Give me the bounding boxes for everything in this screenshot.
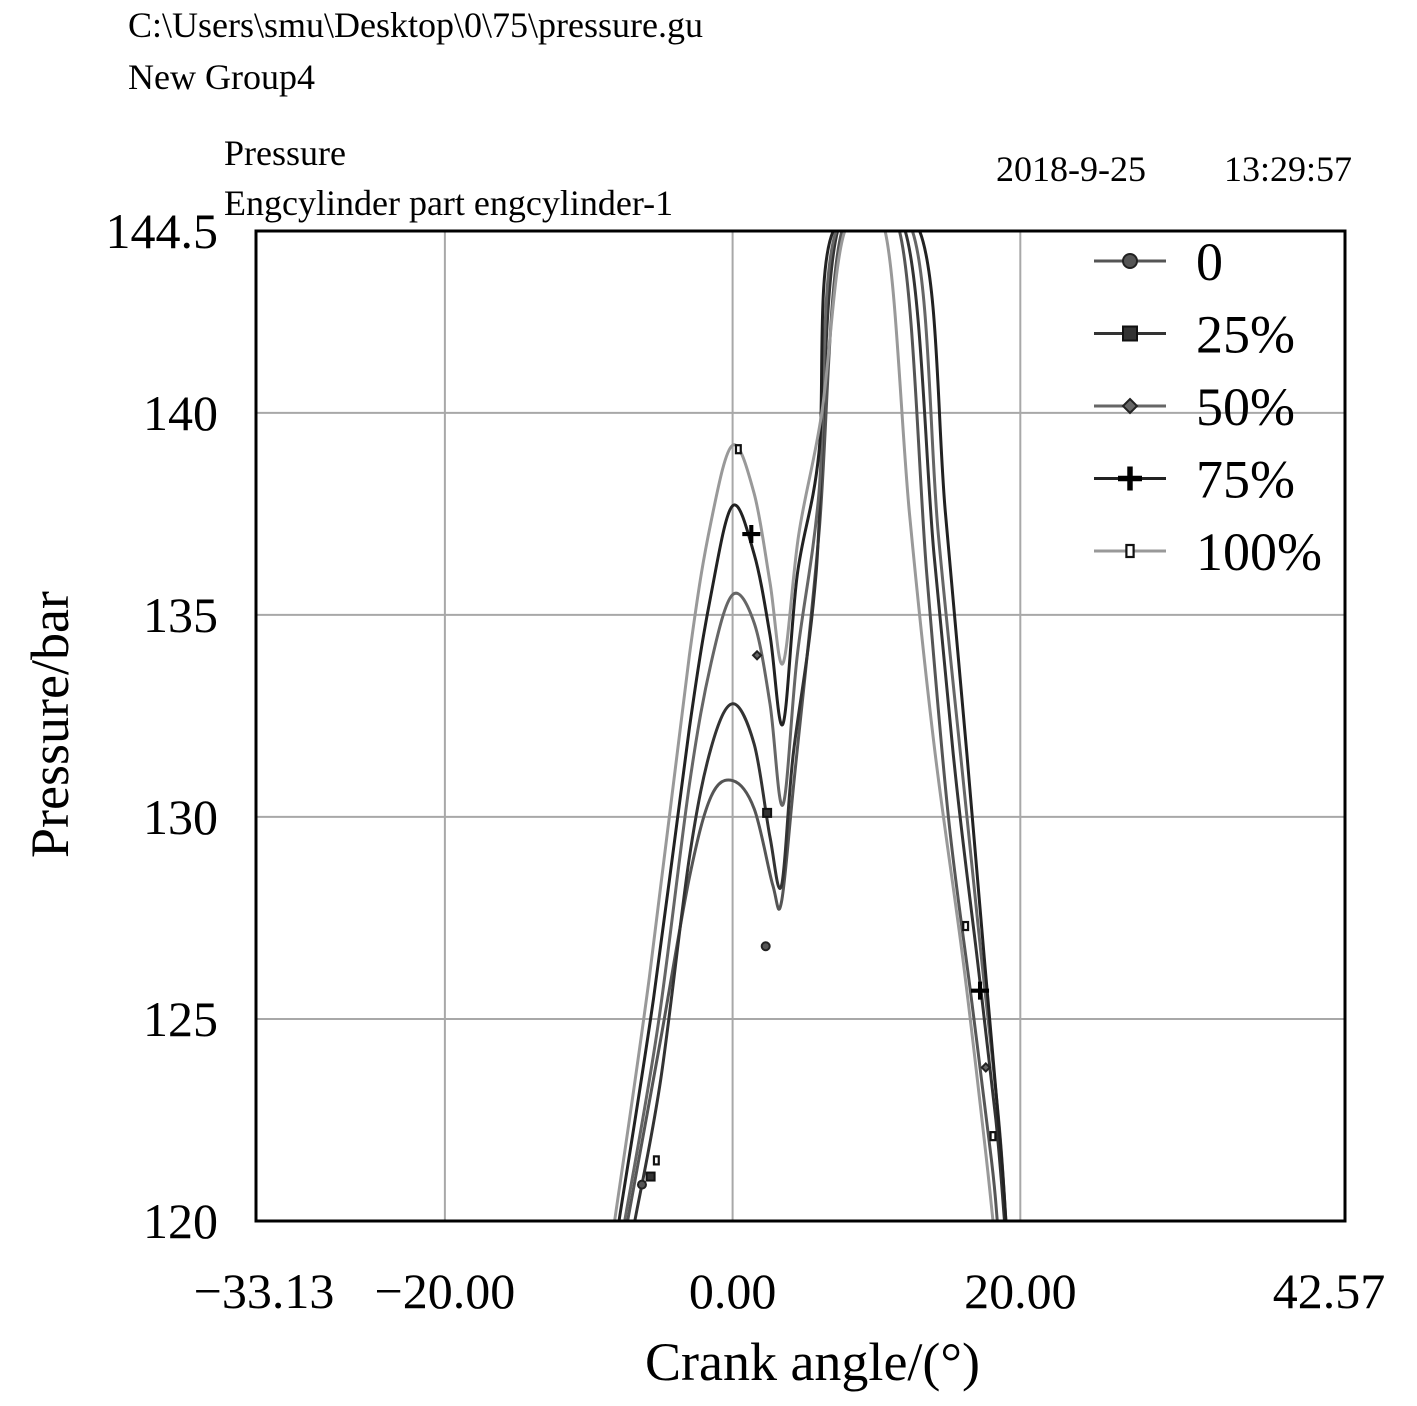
x-axis-label: Crank angle/(°) (645, 1332, 980, 1392)
y-tick-label: 125 (143, 991, 218, 1047)
y-tick-label: 140 (143, 385, 218, 441)
marker-layer (636, 444, 997, 1190)
x-tick-label: −33.13 (194, 1263, 335, 1319)
x-tick-labels: −33.13 −20.00 0.00 20.00 42.57 (194, 1263, 1386, 1319)
series-line (633, 231, 1006, 1221)
data-point-marker (645, 1171, 656, 1182)
legend-marker (1125, 543, 1135, 559)
data-point-marker (652, 1155, 660, 1166)
legend: 0 25% 50% 75% 100% (1094, 232, 1322, 582)
legend-label: 0 (1196, 232, 1223, 292)
legend-label: 75% (1196, 450, 1295, 510)
data-point-marker (751, 649, 763, 661)
group-name: New Group4 (128, 57, 315, 97)
legend-label: 25% (1196, 305, 1295, 365)
data-point-marker (962, 920, 970, 932)
y-axis-label: Pressure/bar (20, 591, 80, 858)
legend-marker (1121, 397, 1139, 415)
data-point-marker (734, 444, 742, 455)
series-line (613, 231, 995, 1221)
y-tick-label: 144.5 (106, 203, 219, 259)
data-point-marker (762, 807, 773, 818)
date-label: 2018-9-25 (996, 149, 1146, 189)
x-tick-label: −20.00 (375, 1263, 516, 1319)
data-point-marker (636, 1179, 647, 1190)
chart-title: Pressure (224, 133, 346, 173)
data-point-marker (760, 941, 771, 952)
time-label: 13:29:57 (1224, 149, 1353, 189)
y-tick-labels: 120 125 130 135 140 144.5 (106, 203, 219, 1249)
y-tick-label: 135 (143, 587, 218, 643)
plot-frame (254, 229, 1347, 1223)
file-path: C:\Users\smu\Desktop\0\75\pressure.gu (128, 5, 703, 45)
legend-marker (1122, 253, 1138, 269)
series-line (623, 231, 1008, 1221)
data-point-marker (971, 981, 990, 1000)
y-tick-label: 120 (143, 1193, 218, 1249)
data-point-marker (989, 1131, 997, 1142)
x-tick-label: 42.57 (1273, 1263, 1386, 1319)
series-line (617, 231, 1008, 1221)
legend-label: 50% (1196, 377, 1295, 437)
y-tick-label: 130 (143, 789, 218, 845)
x-tick-label: 0.00 (689, 1263, 777, 1319)
data-point-marker (980, 1062, 992, 1073)
legend-marker (1118, 466, 1142, 491)
chart-subtitle: Engcylinder part engcylinder-1 (224, 183, 674, 223)
x-tick-label: 20.00 (964, 1263, 1077, 1319)
grid (256, 231, 1345, 1221)
data-point-marker (742, 525, 761, 544)
legend-label: 100% (1196, 522, 1322, 582)
legend-marker (1122, 325, 1138, 342)
series-layer (613, 231, 1008, 1221)
